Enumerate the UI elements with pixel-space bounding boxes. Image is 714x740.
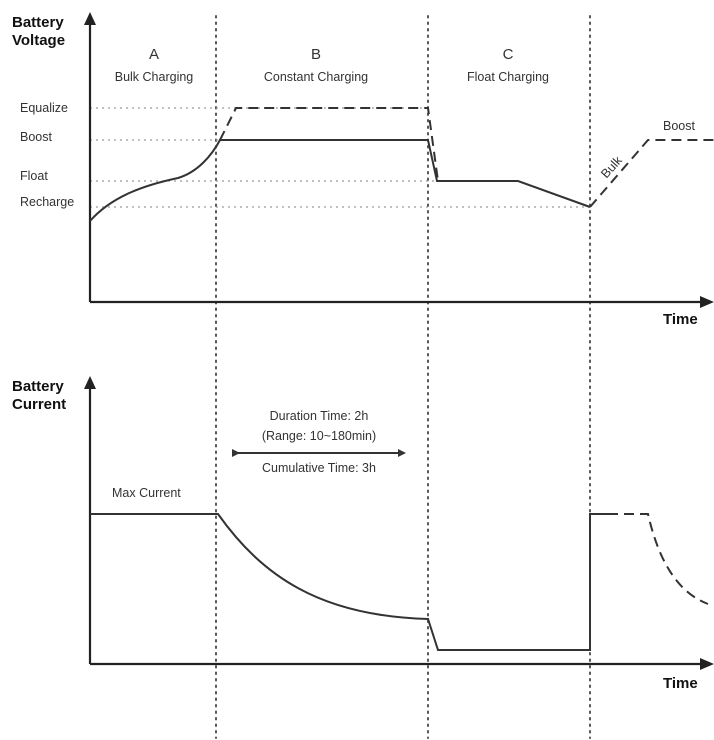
current-chart: Battery Current Time Max Current Duratio… (12, 376, 714, 692)
boost-phase-label: Boost (663, 119, 695, 133)
voltage-y-title-line2: Voltage (12, 32, 65, 49)
max-current-label: Max Current (112, 486, 181, 500)
stage-b-letter: B (311, 46, 321, 63)
voltage-y-arrow-icon (84, 12, 96, 25)
recharge-label: Recharge (20, 195, 74, 209)
voltage-x-title: Time (663, 311, 698, 328)
stage-c-letter: C (503, 46, 514, 63)
voltage-chart: Battery Voltage Time Equalize Boost Floa… (12, 12, 714, 328)
bulk-label: Bulk (598, 153, 625, 181)
voltage-solid-curve (89, 139, 591, 222)
range-label: (Range: 10~180min) (262, 429, 376, 443)
cumulative-label: Cumulative Time: 3h (262, 461, 376, 475)
bulk-boost-dashed-curve (589, 139, 714, 208)
boost-label: Boost (20, 130, 52, 144)
current-y-arrow-icon (84, 376, 96, 389)
stage-a-letter: A (149, 46, 159, 63)
current-dashed-curve (608, 513, 709, 605)
stage-c-name: Float Charging (467, 70, 549, 84)
stage-b-name: Constant Charging (264, 70, 368, 84)
phase-dividers (215, 15, 591, 739)
current-y-title-line1: Battery (12, 378, 64, 395)
duration-label: Duration Time: 2h (270, 409, 369, 423)
current-solid-curve (90, 513, 608, 651)
voltage-x-arrow-icon (700, 296, 714, 308)
current-x-title: Time (663, 675, 698, 692)
current-x-arrow-icon (700, 658, 714, 670)
current-y-title-line2: Current (12, 396, 66, 413)
voltage-y-title-line1: Battery (12, 14, 64, 31)
equalize-label: Equalize (20, 101, 68, 115)
float-label: Float (20, 169, 48, 183)
stage-a-name: Bulk Charging (115, 70, 194, 84)
equalize-dashed-curve (219, 107, 439, 182)
